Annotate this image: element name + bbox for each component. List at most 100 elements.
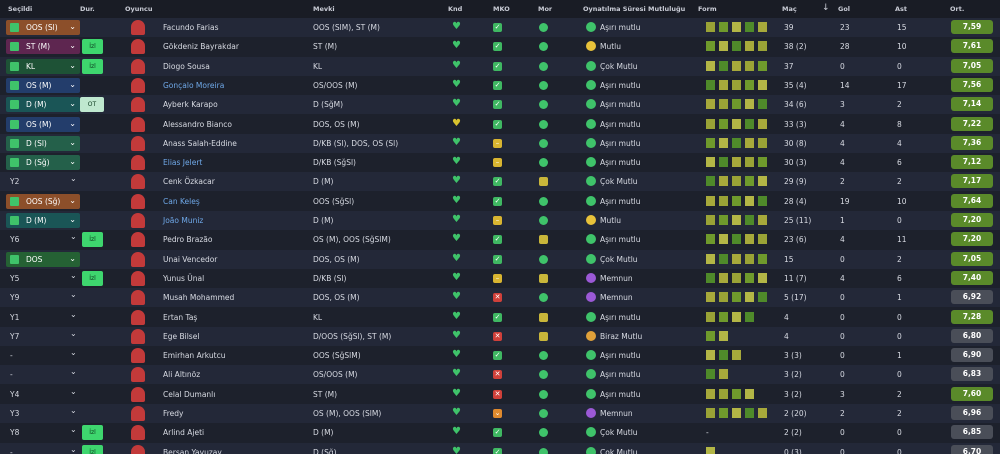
happiness: Aşırı mutlu xyxy=(600,138,641,148)
column-header[interactable]: Seçildi xyxy=(8,5,33,13)
player-name[interactable]: Musah Mohammed xyxy=(163,293,235,303)
position-selector[interactable]: DOS ⌄ xyxy=(6,251,80,267)
form-square xyxy=(719,60,728,71)
player-name[interactable]: Ali Altınöz xyxy=(163,370,201,380)
player-name[interactable]: Unai Vencedor xyxy=(163,254,218,264)
position-selector[interactable]: D (Sl) ⌄ xyxy=(6,135,80,151)
dropdown-arrow[interactable]: ⌄ xyxy=(70,444,77,454)
player-name[interactable]: Yunus Ünal xyxy=(163,273,205,283)
happiness-icon xyxy=(586,292,596,303)
player-row[interactable]: Y3 ⌄ Fredy OS (M), OOS (SlM) ♥ ⌄ Memnun 2 (20) 2… xyxy=(0,404,1000,423)
position-selector[interactable]: OS (M) ⌄ xyxy=(6,77,80,93)
player-row[interactable]: Y7 ⌄ Ege Bilsel D/OOS (SğSl), ST (M) ♥ ✕ Biraz… xyxy=(0,326,1000,346)
player-row[interactable]: OOS (Sğ) ⌄ Can Keleş OOS (SğSl) ♥ ✓ Aşırı mutl… xyxy=(0,191,1000,211)
dropdown-arrow[interactable]: ⌄ xyxy=(70,386,77,396)
player-row[interactable]: OS (M) ⌄ Alessandro Bianco DOS, OS (M) ♥ ✓ Aşı… xyxy=(0,114,1000,134)
column-header[interactable]: MKO xyxy=(493,5,510,13)
column-header[interactable]: Gol xyxy=(838,5,851,13)
player-row[interactable]: Y5 ⌄ İzl Yunus Ünal D/KB (Sl) ♥ – Memnun 11 (7) 4… xyxy=(0,268,1000,288)
player-name[interactable]: Ayberk Karapo xyxy=(163,100,218,110)
form-square xyxy=(706,137,715,148)
dropdown-arrow[interactable]: ⌄ xyxy=(70,309,77,319)
position-selector[interactable]: D (M) ⌄ xyxy=(6,97,80,113)
position-selector[interactable]: D (M) ⌄ xyxy=(6,213,80,228)
sort-arrow[interactable]: ↓ xyxy=(822,3,830,13)
dropdown-arrow[interactable]: ⌄ xyxy=(70,406,77,415)
player-name[interactable]: Alessandro Bianco xyxy=(163,119,232,129)
dropdown-arrow[interactable]: ⌄ xyxy=(70,348,77,358)
column-header[interactable]: Mor xyxy=(538,5,553,13)
player-row[interactable]: Y8 ⌄ İzl Arlind Ajeti D (M) ♥ ✓ Çok Mutlu - 2 (2)… xyxy=(0,423,1000,443)
player-name[interactable]: Ertan Taş xyxy=(163,312,198,322)
player-row[interactable]: D (M) ⌄ OT Ayberk Karapo D (SğM) ♥ ✓ Aşırı mutl… xyxy=(0,95,1000,115)
player-name[interactable]: Diogo Sousa xyxy=(163,61,210,71)
player-name[interactable]: Gökdeniz Bayrakdar xyxy=(163,42,239,52)
column-header[interactable]: Oynatılma Süresi Mutluluğu xyxy=(583,5,686,13)
dropdown-arrow[interactable]: ⌄ xyxy=(70,367,77,377)
player-name[interactable]: Anass Salah-Eddine xyxy=(163,138,237,148)
player-row[interactable]: Y4 ⌄ Celal Dumanlı ST (M) ♥ ✕ Aşırı mutlu 3 (2)… xyxy=(0,384,1000,404)
position-selector[interactable]: OOS (Sğ) ⌄ xyxy=(6,193,80,209)
column-header[interactable]: Knd xyxy=(448,5,463,13)
player-name[interactable]: Can Keleş xyxy=(163,196,200,206)
position-selector[interactable]: OS (M) ⌄ xyxy=(6,116,80,132)
player-row[interactable]: Y1 ⌄ Ertan Taş KL ♥ ✓ Aşırı mutlu 4 0 0 7,28 xyxy=(0,307,1000,327)
assists: 2 xyxy=(897,254,902,264)
player-row[interactable]: ST (M) ⌄ İzl Gökdeniz Bayrakdar ST (M) ♥ ✓ Mutl… xyxy=(0,37,1000,57)
player-name[interactable]: Fredy xyxy=(163,409,184,418)
column-header[interactable]: Oyuncu xyxy=(125,5,153,13)
happiness: Aşırı mutlu xyxy=(600,100,641,110)
player-name[interactable]: Gonçalo Moreira xyxy=(163,80,225,90)
column-header[interactable]: Maç xyxy=(782,5,797,13)
player-row[interactable]: - ⌄ Ali Altınöz OS/OOS (M) ♥ ✕ Aşırı mutlu 3 (2… xyxy=(0,365,1000,385)
player-name[interactable]: Cenk Özkacar xyxy=(163,177,215,187)
player-row[interactable]: KL ⌄ İzl Diogo Sousa KL ♥ ✓ Çok Mutlu 37 0 0 7,05 xyxy=(0,56,1000,76)
player-photo xyxy=(131,251,145,267)
column-header[interactable]: Ast xyxy=(895,5,908,13)
column-header[interactable]: Dur. xyxy=(80,5,95,13)
match-condition: – xyxy=(493,158,502,168)
dropdown-arrow[interactable]: ⌄ xyxy=(70,232,77,242)
player-row[interactable]: Y9 ⌄ Musah Mohammed DOS, OS (M) ♥ ✕ Memnun 5 (1… xyxy=(0,288,1000,308)
player-row[interactable]: Y2 ⌄ Cenk Özkacar D (M) ♥ ✓ Çok Mutlu 29 (9) 2 2 7… xyxy=(0,172,1000,192)
player-row[interactable]: OS (M) ⌄ Gonçalo Moreira OS/OOS (M) ♥ ✓ Aşırı … xyxy=(0,75,1000,95)
form-square xyxy=(706,311,715,322)
position: ST (M) xyxy=(313,42,338,52)
player-name[interactable]: Emirhan Arkutcu xyxy=(163,351,226,361)
position: D/OOS (SğSl), ST (M) xyxy=(313,331,392,341)
column-header[interactable]: Mevki xyxy=(313,5,335,13)
player-row[interactable]: D (Sğ) ⌄ Elias Jelert D/KB (SğSl) ♥ – Aşırı mu… xyxy=(0,153,1000,173)
column-header[interactable]: Form xyxy=(698,5,717,13)
player-name[interactable]: Ege Bilsel xyxy=(163,331,200,341)
player-name[interactable]: Arlind Ajeti xyxy=(163,428,205,438)
assists: 0 xyxy=(897,331,902,341)
player-row[interactable]: OOS (Sl) ⌄ Facundo Farias OOS (SlM), ST (M)… xyxy=(0,18,1000,37)
column-header[interactable]: Ort. xyxy=(950,5,965,13)
dropdown-arrow[interactable]: ⌄ xyxy=(70,328,77,338)
player-row[interactable]: - ⌄ İzl Berşan Yavuzay D (Sğ) ♥ ✓ Çok Mutlu 0 (3… xyxy=(0,442,1000,454)
position-selector[interactable]: ST (M) ⌄ xyxy=(6,39,80,55)
form-square xyxy=(745,311,754,322)
form-square xyxy=(706,388,715,399)
player-name[interactable]: Facundo Farias xyxy=(163,23,219,32)
dropdown-arrow[interactable]: ⌄ xyxy=(70,290,77,300)
goals: 14 xyxy=(840,80,850,90)
position-selector[interactable]: KL ⌄ xyxy=(6,58,80,74)
assists: 0 xyxy=(897,428,902,438)
player-row[interactable]: DOS ⌄ Unai Vencedor DOS, OS (M) ♥ ✓ Çok Mutlu 1… xyxy=(0,249,1000,269)
player-row[interactable]: - ⌄ Emirhan Arkutcu OOS (SğSlM) ♥ ✓ Aşırı mutl… xyxy=(0,346,1000,366)
player-name[interactable]: Celal Dumanlı xyxy=(163,389,216,399)
player-name[interactable]: Pedro Brazão xyxy=(163,235,213,245)
player-row[interactable]: D (M) ⌄ João Muniz D (M) ♥ – Mutlu 25 (11) 1 0 7,2… xyxy=(0,211,1000,230)
dropdown-arrow[interactable]: ⌄ xyxy=(70,425,77,435)
player-row[interactable]: D (Sl) ⌄ Anass Salah-Eddine D/KB (Sl), DOS,… xyxy=(0,133,1000,153)
player-name[interactable]: Berşan Yavuzay xyxy=(163,447,222,454)
position-selector[interactable]: D (Sğ) ⌄ xyxy=(6,155,80,171)
position-selector[interactable]: OOS (Sl) ⌄ xyxy=(6,20,80,35)
dropdown-arrow[interactable]: ⌄ xyxy=(70,270,77,280)
player-row[interactable]: Y6 ⌄ İzl Pedro Brazão OS (M), OOS (SğSlM) ♥ ✓ A… xyxy=(0,230,1000,250)
player-name[interactable]: João Muniz xyxy=(163,216,204,225)
player-name[interactable]: Elias Jelert xyxy=(163,158,203,168)
assists: 4 xyxy=(897,138,902,148)
dropdown-arrow[interactable]: ⌄ xyxy=(70,174,77,184)
